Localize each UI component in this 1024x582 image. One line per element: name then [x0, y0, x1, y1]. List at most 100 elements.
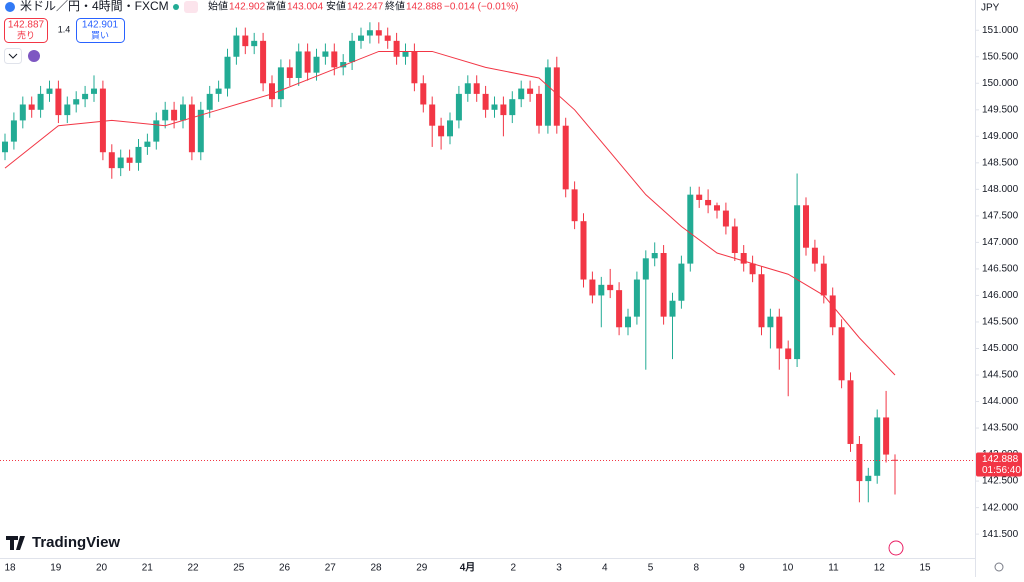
y-tick-label: 144.500: [982, 370, 1019, 381]
candle-body: [286, 67, 293, 78]
candle-body: [518, 88, 525, 100]
candle-body: [224, 56, 231, 89]
candle-body: [233, 35, 240, 57]
candle-body: [580, 221, 587, 280]
close-value: 142.888: [406, 2, 443, 13]
last-price: 142.888: [982, 454, 1019, 465]
sell-button[interactable]: [4, 18, 48, 43]
candle-body: [438, 125, 445, 137]
x-tick-label: 11: [828, 563, 839, 574]
candle-body: [349, 40, 356, 63]
candle-body: [144, 141, 151, 147]
candle-body: [491, 104, 498, 110]
x-tick-label: 18: [4, 563, 16, 574]
y-tick-label: 147.500: [982, 211, 1019, 222]
x-tick-label: 9: [739, 563, 745, 574]
sell-price: 142.887: [8, 20, 45, 31]
candle-body: [500, 104, 507, 116]
candle-body: [322, 51, 329, 57]
brand-logo: [6, 536, 25, 550]
candle-body: [740, 253, 747, 264]
candle-body: [651, 253, 658, 259]
candle-body: [46, 88, 53, 94]
x-tick-label: 19: [50, 563, 62, 574]
candle-body: [28, 104, 35, 110]
candle-body: [803, 205, 809, 248]
x-tick-label: 2: [510, 563, 516, 574]
candle-body: [251, 40, 258, 47]
y-tick-label: 148.500: [982, 157, 1019, 168]
candle-body: [847, 380, 854, 444]
candle-body: [366, 30, 373, 36]
candle-body: [509, 99, 516, 116]
candle-body: [108, 152, 115, 169]
candle-body: [277, 67, 284, 100]
flag-icon: [5, 2, 15, 12]
candle-body: [660, 253, 667, 317]
candle-body: [64, 104, 71, 116]
sell-label: 売り: [17, 29, 35, 40]
spread: 1.4: [58, 24, 71, 34]
candle-body: [758, 274, 765, 328]
candle-body: [820, 263, 827, 296]
indicator-icon: [184, 1, 198, 13]
symbol: 米ドル／円・4時間・FXCM: [20, 0, 169, 13]
x-tick-label: 3: [556, 563, 562, 574]
candle-body: [731, 226, 738, 254]
candle-body: [553, 67, 560, 126]
change: −0.014 (−0.01%): [444, 2, 519, 13]
x-tick-label: 22: [187, 563, 199, 574]
low-label: 安値: [326, 0, 346, 13]
candle-body: [402, 51, 409, 57]
x-tick-label: 20: [96, 563, 108, 574]
candle-body: [633, 279, 640, 317]
candle-body: [171, 109, 178, 121]
candle-body: [304, 51, 311, 73]
buy-button[interactable]: [76, 18, 125, 43]
candle-body: [10, 120, 17, 142]
countdown: 01:56:40: [982, 465, 1021, 476]
settings-icon[interactable]: [994, 562, 1004, 572]
y-tick-label: 145.500: [982, 317, 1019, 328]
high-label: 高値: [266, 0, 286, 13]
x-tick-label: 25: [233, 563, 245, 574]
candle-body: [411, 51, 418, 84]
x-tick-label: 29: [416, 563, 428, 574]
candle-body: [527, 88, 534, 94]
candle-body: [99, 88, 106, 153]
brand-name: TradingView: [32, 534, 120, 551]
collapse-button[interactable]: [4, 48, 22, 64]
candle-body: [19, 104, 26, 121]
x-tick-label: 28: [370, 563, 382, 574]
candle-body: [340, 62, 347, 68]
candle-body: [117, 157, 124, 169]
candle-body: [482, 93, 489, 110]
candle-body: [705, 199, 712, 206]
candle-body: [642, 258, 649, 280]
close-label: 終値: [385, 0, 405, 13]
candle-body: [794, 205, 801, 360]
x-tick-label: 4: [602, 563, 608, 574]
y-tick-label: 141.500: [982, 529, 1019, 540]
candle-body: [544, 67, 551, 126]
candle-body: [785, 348, 792, 360]
candle-body: [829, 295, 836, 328]
candle-body: [180, 104, 186, 121]
y-tick-label: 150.500: [982, 51, 1019, 62]
candle-body: [162, 109, 169, 121]
y-tick-label: 147.000: [982, 237, 1019, 248]
open-label: 始値: [208, 0, 228, 13]
refresh-icon[interactable]: [28, 50, 40, 62]
lightning-icon[interactable]: [888, 540, 904, 556]
candle-body: [625, 316, 631, 328]
candle-body: [892, 459, 898, 461]
y-tick-label: 143.500: [982, 423, 1019, 434]
plot: [2, 22, 898, 503]
candle-body: [135, 146, 142, 163]
candle-body: [358, 35, 364, 41]
candle-body: [696, 194, 703, 200]
candle-body: [126, 157, 133, 163]
candle-body: [616, 290, 623, 328]
y-tick-label: 151.000: [982, 25, 1019, 36]
x-tick-label: 26: [279, 563, 291, 574]
